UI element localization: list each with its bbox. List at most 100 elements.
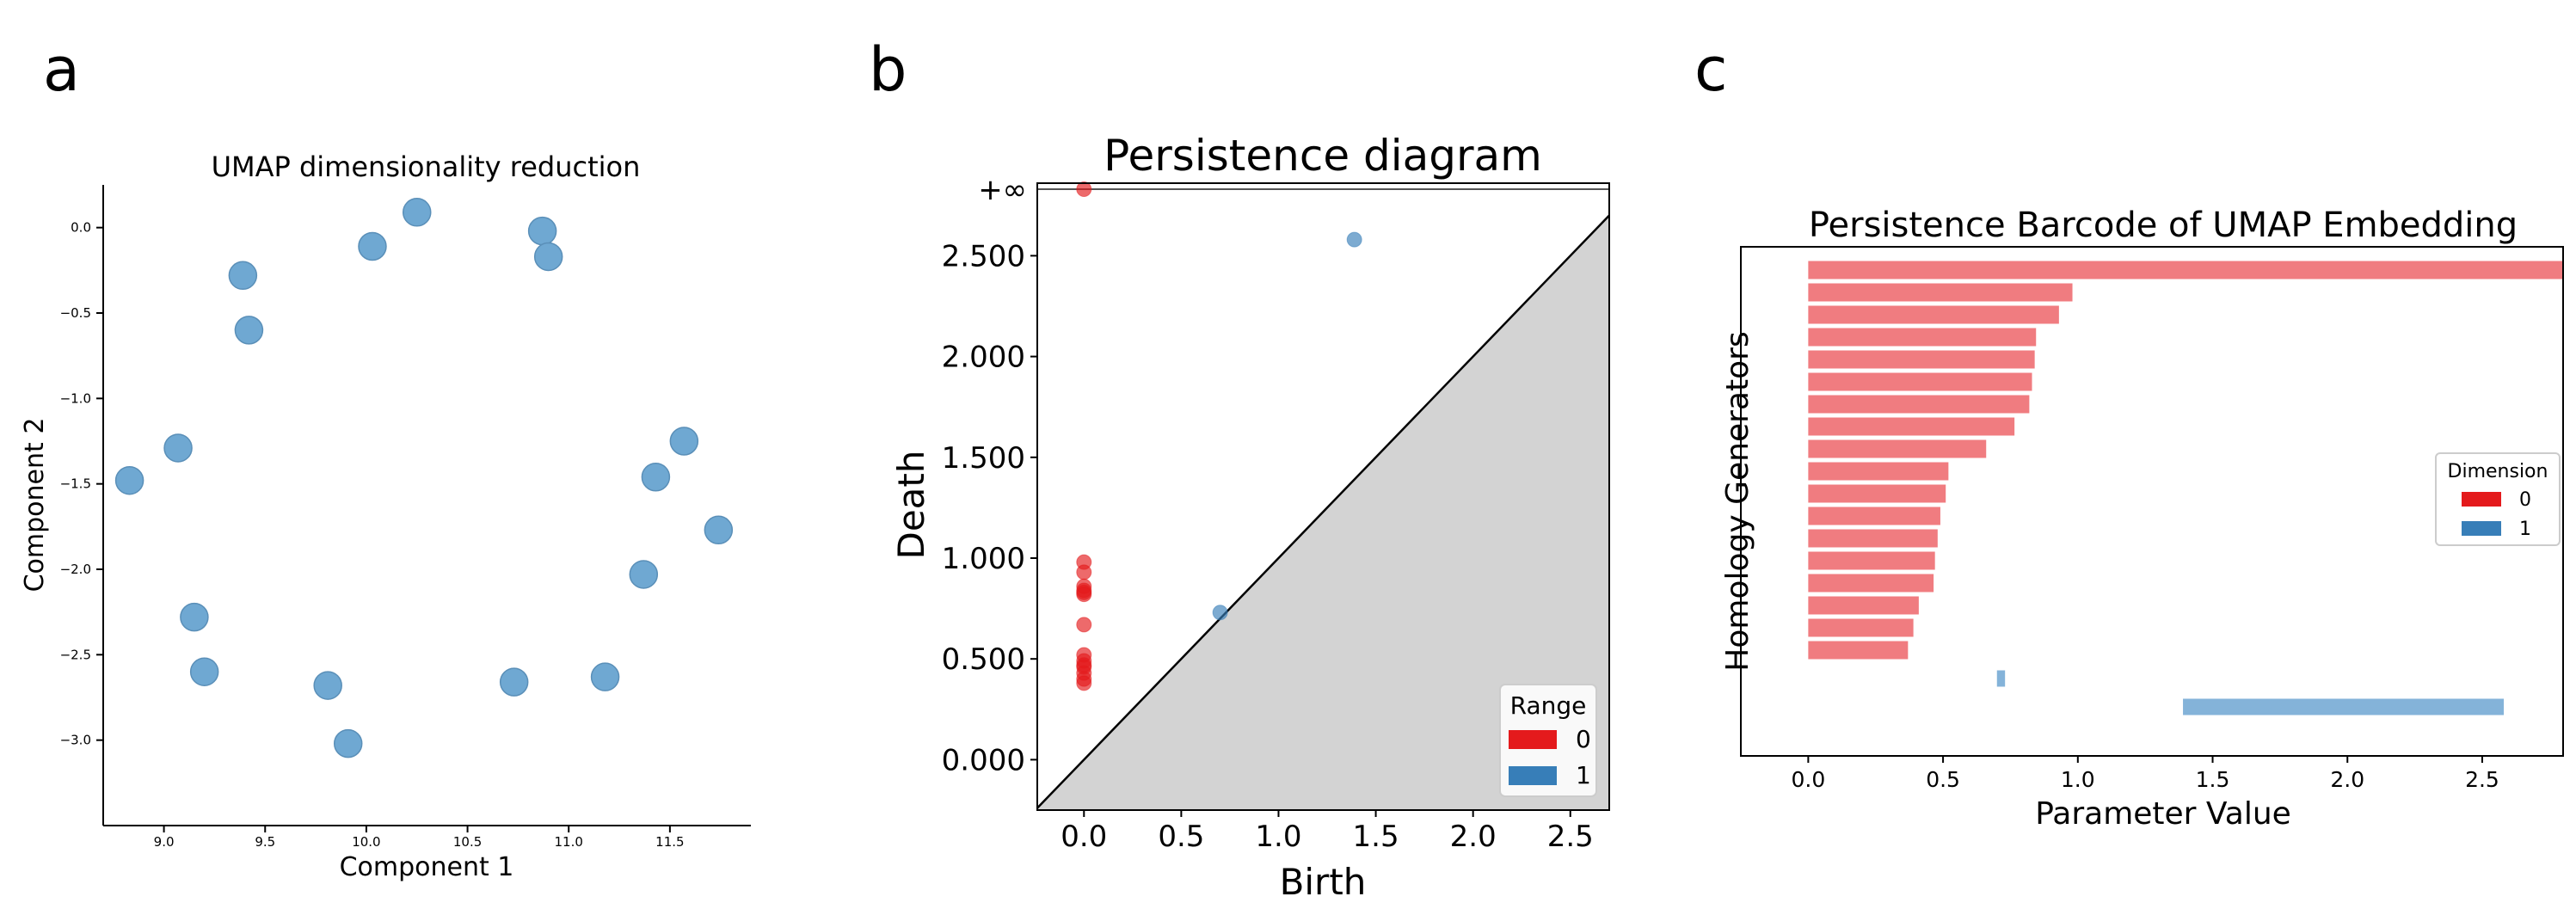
persistence-point-dim-0 [1076, 675, 1092, 691]
persistence-plot-frame [1036, 182, 1610, 811]
umap-point [180, 602, 209, 632]
barcode-legend-title: Dimension [2448, 461, 2548, 482]
umap-x-tick-label: 9.5 [255, 834, 275, 850]
umap-point [358, 231, 387, 261]
umap-point [590, 662, 620, 691]
barcode-plot-frame [1740, 246, 2564, 757]
persistence-point-dim-0 [1076, 586, 1092, 603]
barcode-bar-dim-0 [1808, 328, 2037, 347]
barcode-legend-swatch-0 [2462, 492, 2501, 507]
persistence-x-tick-label: 0.5 [1158, 820, 1204, 854]
umap-x-label: Component 1 [340, 852, 514, 882]
persistence-diagram-title: Persistence diagram [1104, 131, 1542, 181]
persistence-y-tick-label: 2.500 [942, 239, 1025, 273]
persistence-x-label: Birth [1280, 861, 1367, 903]
barcode-x-label: Parameter Value [2035, 796, 2291, 832]
umap-y-tick-label: −0.5 [60, 305, 91, 321]
persistence-legend-swatch-1 [1509, 766, 1557, 785]
barcode-bar-dim-0 [1808, 596, 1919, 615]
persistence-legend: Range 0 1 [1499, 684, 1597, 797]
persistence-y-label: Death [890, 450, 932, 559]
barcode-legend: Dimension 0 1 [2435, 452, 2561, 546]
barcode-bar-dim-0 [1808, 372, 2032, 391]
barcode-x-tick-label: 1.0 [2061, 767, 2095, 792]
umap-point [669, 427, 699, 456]
panel-label-a: a [43, 34, 80, 105]
barcode-bar-dim-0 [1808, 439, 1987, 458]
umap-x-tick-label: 10.0 [352, 834, 380, 850]
umap-y-tick-label: −2.5 [60, 647, 91, 662]
barcode-x-tick-label: 0.5 [1926, 767, 1960, 792]
umap-point [629, 560, 659, 589]
barcode-bar-dim-0 [1808, 305, 2059, 324]
umap-y-label: Component 2 [20, 418, 50, 593]
persistence-point-dim-1 [1346, 231, 1362, 248]
barcode-legend-label-0: 0 [2519, 489, 2531, 511]
umap-y-tick-label: 0.0 [71, 220, 91, 236]
persistence-point-dim-0 [1076, 564, 1092, 580]
umap-x-tick-label: 11.5 [655, 834, 684, 850]
umap-y-tick-label: −1.0 [60, 390, 91, 406]
umap-x-tick-label: 10.5 [453, 834, 482, 850]
persistence-x-tick-label: 2.0 [1450, 820, 1497, 854]
persistence-legend-swatch-0 [1509, 730, 1557, 749]
barcode-x-tick-label: 0.0 [1791, 767, 1825, 792]
diagonal-line [1036, 214, 1610, 809]
infinity-tick-label: +∞ [978, 173, 1027, 207]
umap-point [234, 316, 264, 345]
persistence-legend-label-1: 1 [1576, 761, 1591, 789]
barcode-legend-swatch-1 [2462, 521, 2501, 536]
barcode-bar-dim-0 [1808, 618, 1914, 637]
barcode-bar-dim-0 [1808, 551, 1935, 570]
persistence-diagram-panel: Persistence diagram 0.0 0.5 1.0 1.5 2.0 2.5 0.… [890, 131, 1610, 903]
umap-point [641, 462, 671, 492]
barcode-bar-dim-0 [1808, 395, 2030, 414]
umap-point [704, 515, 734, 545]
umap-point [114, 465, 144, 495]
persistence-y-tick-label: 1.500 [942, 441, 1025, 476]
umap-y-tick-label: −3.0 [60, 733, 91, 748]
panel-label-c: c [1694, 34, 1728, 105]
umap-point [533, 242, 563, 272]
persistence-y-tick-label: 0.500 [942, 642, 1025, 677]
barcode-bar-dim-0 [1808, 462, 1949, 481]
umap-title: UMAP dimensionality reduction [212, 150, 641, 183]
persistence-y-tick-label: 1.000 [942, 542, 1025, 576]
persistence-legend-title: Range [1510, 691, 1587, 720]
panel-label-b: b [869, 34, 907, 105]
umap-y-tick-label: −1.5 [60, 476, 91, 492]
barcode-bar-dim-0 [1808, 507, 1940, 525]
umap-point [402, 198, 432, 227]
barcode-bar-dim-0 [1808, 283, 2073, 302]
umap-x-tick-label: 11.0 [555, 834, 583, 850]
umap-point [499, 667, 529, 697]
barcode-legend-label-1: 1 [2519, 519, 2531, 540]
barcode-bar-dim-0 [1808, 641, 1909, 660]
persistence-y-tick-label: 2.000 [942, 341, 1025, 375]
barcode-bar-dim-1 [1996, 670, 2006, 687]
persistence-point-dim-0 [1076, 617, 1092, 633]
barcode-bar-dim-0 [1808, 417, 2015, 436]
persistence-x-tick-label: 0.0 [1061, 820, 1107, 854]
barcode-bar-dim-0 [1808, 484, 1946, 503]
umap-point [313, 671, 342, 700]
barcode-bar-dim-0 [1808, 574, 1934, 593]
barcode-x-tick-label: 1.5 [2196, 767, 2230, 792]
barcode-title: Persistence Barcode of UMAP Embedding [1809, 206, 2518, 245]
umap-y-tick-label: −2.0 [60, 562, 91, 577]
umap-point [228, 261, 258, 291]
persistence-x-tick-label: 1.5 [1353, 820, 1399, 854]
umap-point [189, 657, 219, 686]
barcode-bar-dim-0 [1808, 529, 1938, 548]
persistence-x-tick-label: 1.0 [1255, 820, 1301, 854]
umap-x-tick-label: 9.0 [154, 834, 175, 850]
persistence-barcode-panel: Persistence Barcode of UMAP Embedding 0.… [1720, 206, 2564, 832]
umap-scatter-panel: UMAP dimensionality reduction 9.0 9.5 10.0… [20, 150, 751, 882]
persistence-point-dim-0 [1076, 181, 1092, 198]
barcode-x-tick-label: 2.0 [2330, 767, 2364, 792]
barcode-bar-dim-0 [1808, 261, 2563, 279]
umap-point [333, 728, 363, 758]
umap-point [527, 216, 557, 246]
barcode-x-tick-label: 2.5 [2465, 767, 2499, 792]
